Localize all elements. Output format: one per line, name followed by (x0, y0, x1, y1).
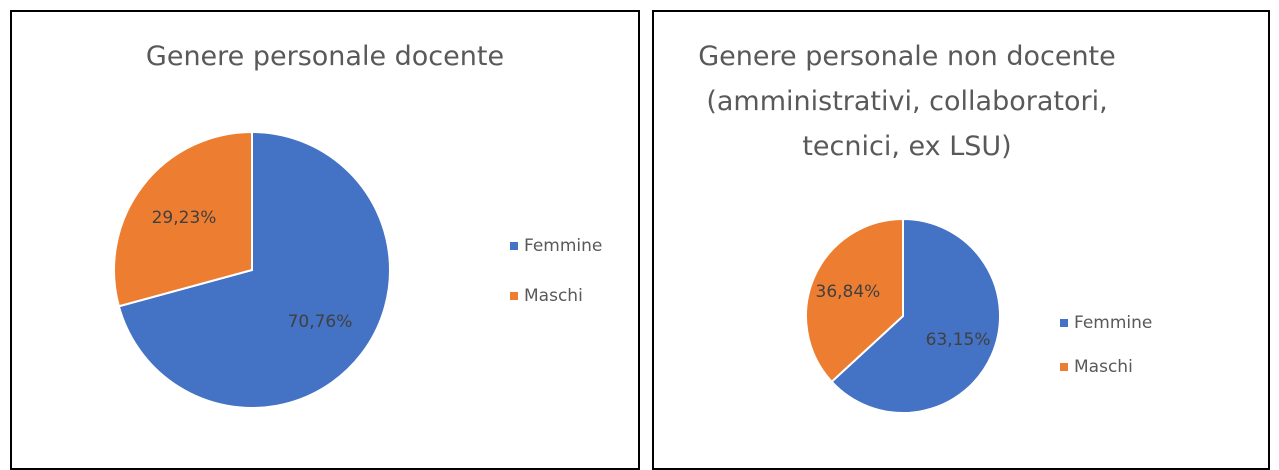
legend-label: Femmine (1074, 313, 1152, 333)
pie-slice (113, 130, 253, 308)
chart-title: Genere personale non docente (amministra… (698, 41, 1116, 162)
data-label: 29,23% (152, 208, 217, 228)
legend-label: Maschi (524, 286, 583, 306)
legend-swatch (510, 242, 518, 250)
chart: 63,15% 36,84% Femmine Maschi (805, 217, 1152, 414)
pie-slice (805, 217, 904, 384)
legend-label: Femmine (524, 236, 602, 256)
page: Genere personale docente 70,76% 29,23% Fem… (10, 10, 1270, 470)
pie-slice (830, 217, 1001, 414)
legend-swatch (510, 292, 518, 300)
data-label: 70,76% (288, 312, 353, 332)
pie-slice (117, 130, 391, 409)
legend-swatch (1060, 319, 1068, 327)
chart-title: Genere personale docente (145, 41, 505, 72)
chart: 70,76% 29,23% Femmine Maschi (113, 130, 602, 409)
chart-panel: Genere personale non docente (amministra… (652, 10, 1270, 470)
data-label: 63,15% (926, 330, 991, 350)
legend-swatch (1060, 363, 1068, 371)
legend-label: Maschi (1074, 357, 1133, 377)
chart-panel: Genere personale docente 70,76% 29,23% Fem… (10, 10, 640, 470)
data-label: 36,84% (816, 282, 881, 302)
